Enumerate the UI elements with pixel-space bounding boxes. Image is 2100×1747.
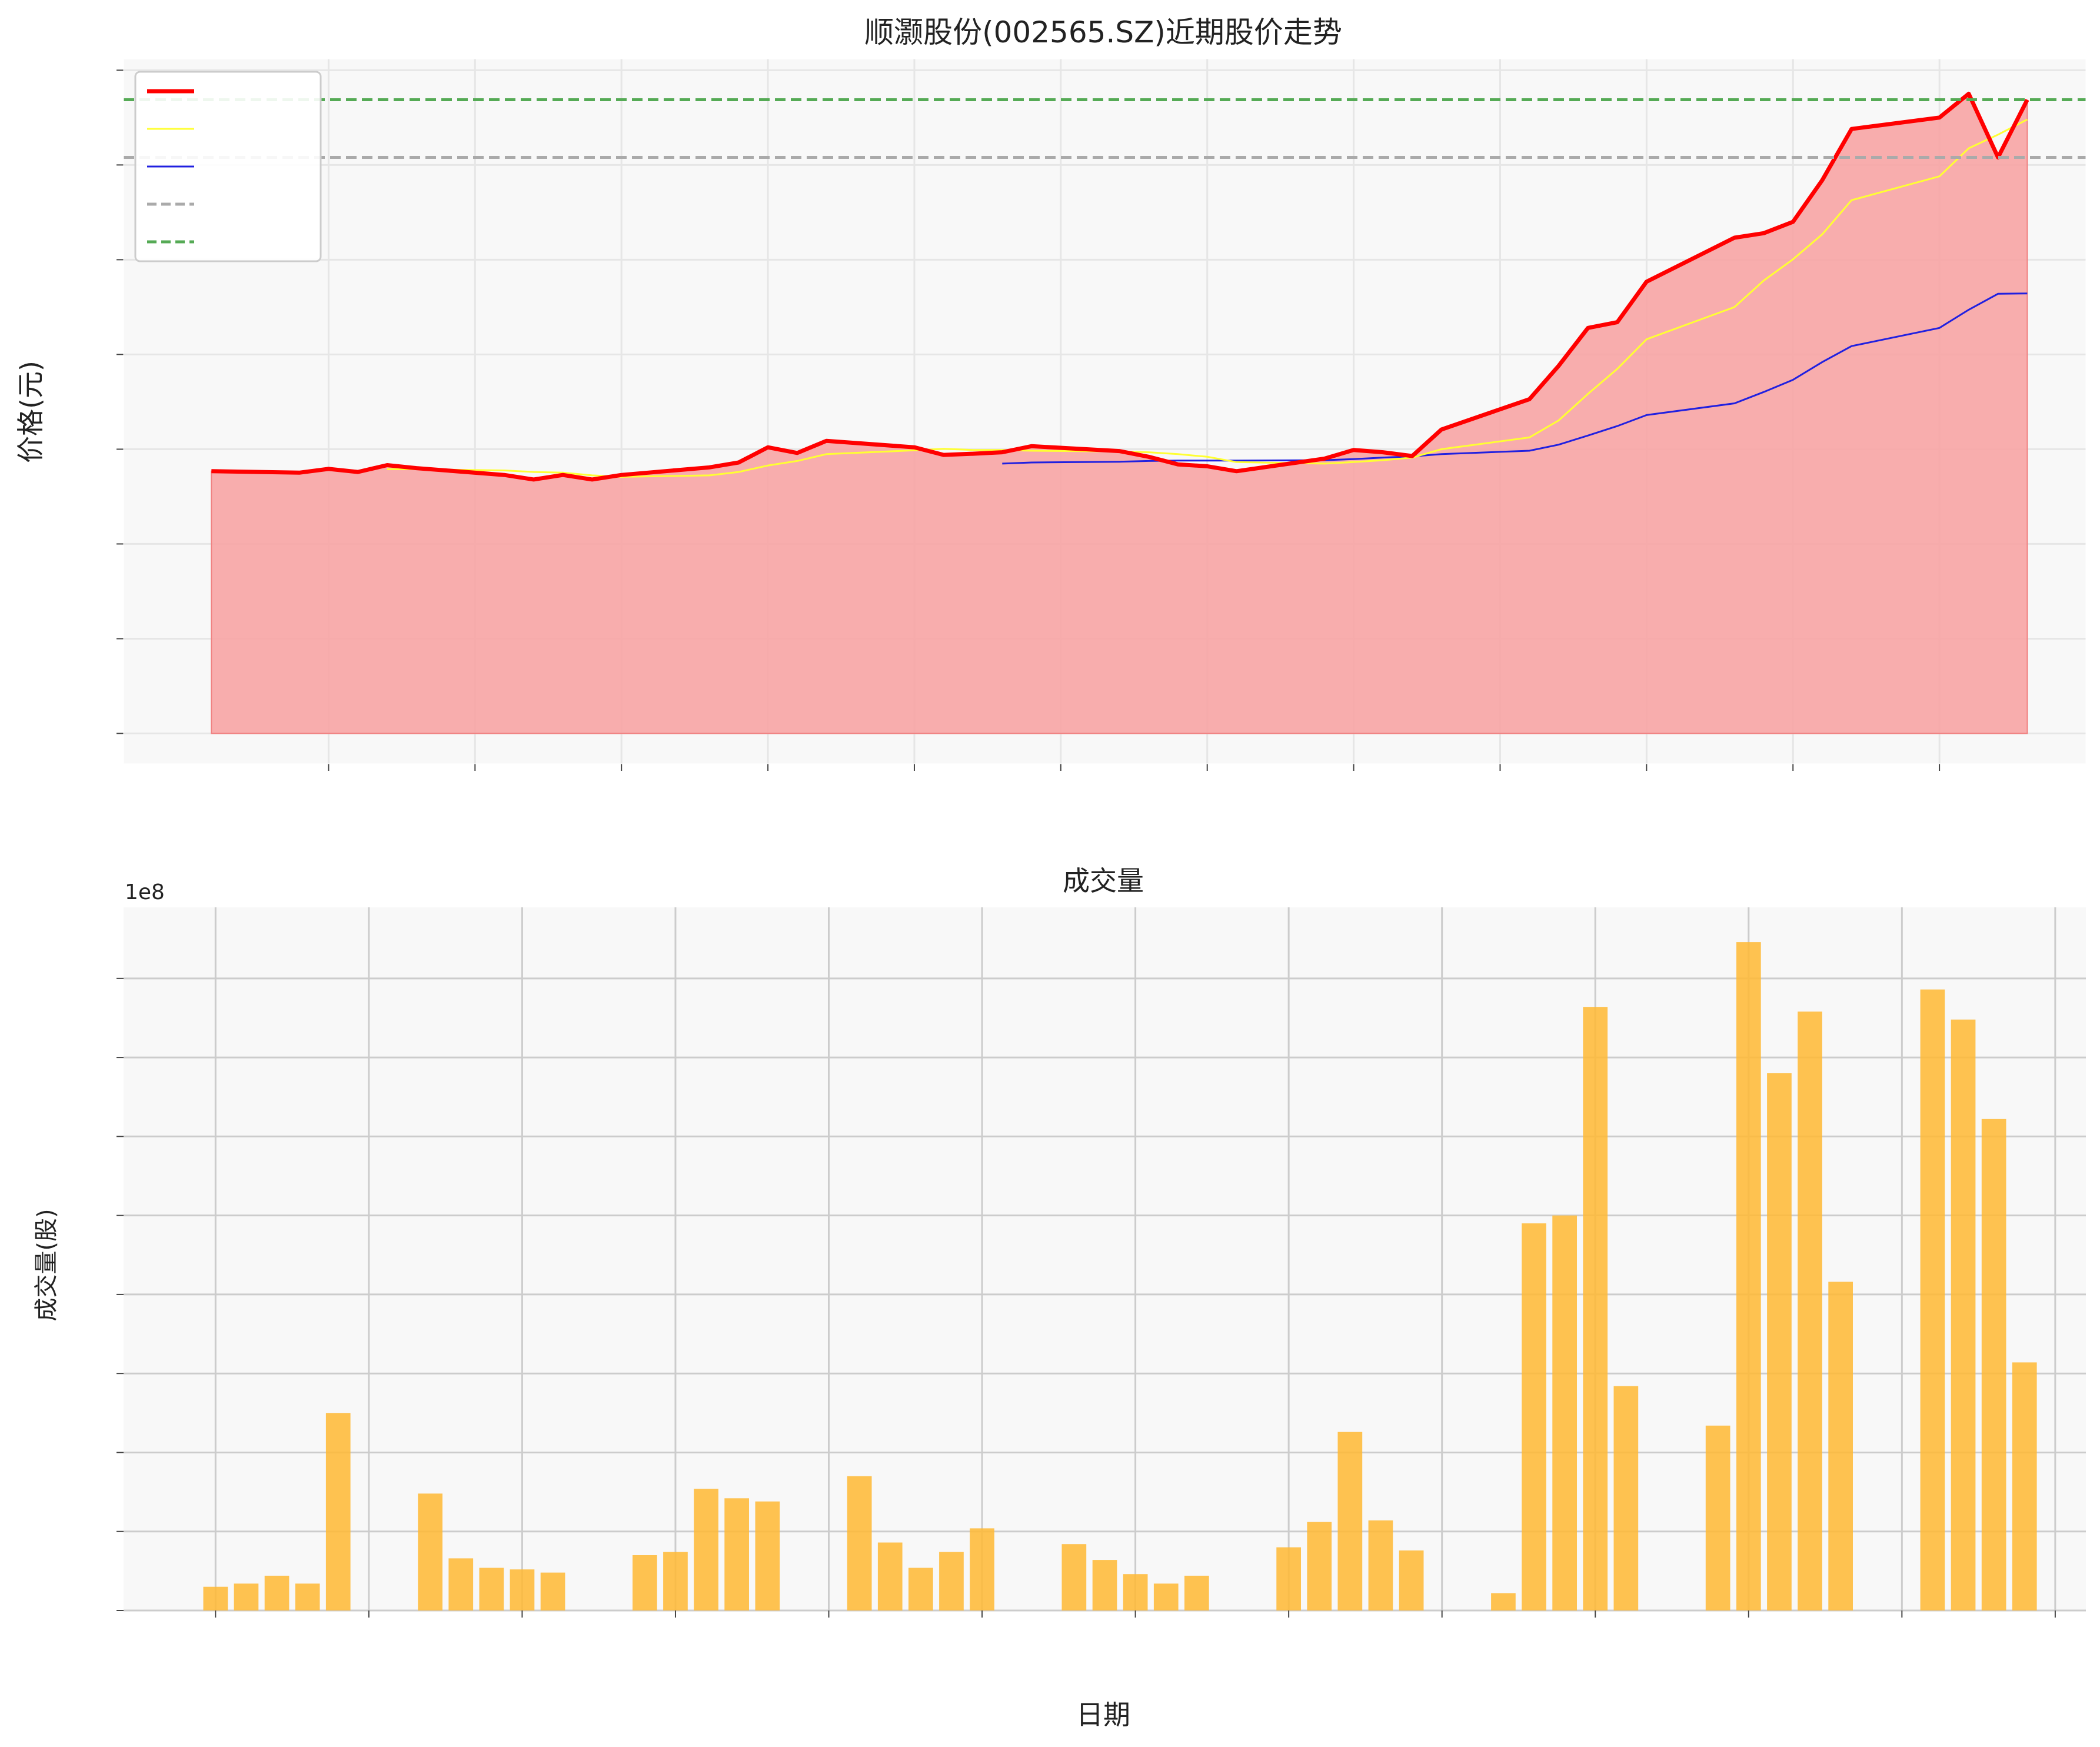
- volume-bar: [663, 1552, 688, 1610]
- volume-bar: [1522, 1223, 1546, 1610]
- volume-y-axis-label: 成交量(股): [33, 1209, 60, 1321]
- volume-bar: [1828, 1282, 1853, 1610]
- volume-x-axis-label: 日期: [1076, 1699, 1130, 1731]
- volume-bar: [1798, 1011, 1822, 1610]
- volume-bar: [939, 1552, 964, 1610]
- volume-bar: [1491, 1593, 1516, 1610]
- volume-bar: [1184, 1575, 1209, 1610]
- volume-bar: [264, 1575, 289, 1610]
- volume-bar: [1920, 989, 1945, 1610]
- volume-bar: [448, 1558, 474, 1610]
- volume-bar: [908, 1568, 933, 1610]
- volume-bar: [1092, 1560, 1117, 1610]
- ma5-line: [387, 118, 2028, 478]
- ma20-line: [1002, 292, 2028, 465]
- volume-bar: [1153, 1583, 1179, 1610]
- volume-bar: [479, 1568, 504, 1610]
- volume-bar: [1552, 1215, 1577, 1610]
- volume-bar: [1951, 1019, 1976, 1610]
- legend-box: [134, 71, 322, 262]
- volume-scale-label: 1e8: [125, 880, 165, 904]
- volume-bar: [847, 1476, 872, 1610]
- volume-bar: [418, 1493, 442, 1610]
- volume-bar: [877, 1542, 903, 1610]
- price-y-axis-label: 价格(元): [15, 361, 46, 463]
- volume-bar: [755, 1501, 780, 1610]
- volume-bar: [1583, 1007, 1608, 1610]
- volume-bar: [1276, 1547, 1301, 1610]
- price-legend: [134, 71, 322, 262]
- volume-bar: [1123, 1574, 1148, 1610]
- volume-bar: [1337, 1432, 1363, 1610]
- volume-bar: [1399, 1550, 1424, 1610]
- close-price-line: [211, 91, 2029, 482]
- volume-bar: [1981, 1119, 2006, 1610]
- volume-bar: [694, 1489, 718, 1610]
- volume-bar: [633, 1555, 657, 1610]
- volume-bar: [510, 1569, 535, 1610]
- volume-bar: [1613, 1386, 1639, 1610]
- volume-bar: [970, 1528, 994, 1610]
- price-panel: [117, 58, 2086, 771]
- volume-bar: [540, 1572, 565, 1610]
- volume-bar: [1061, 1544, 1087, 1610]
- price-frame: [123, 58, 2086, 764]
- volume-bar: [1368, 1520, 1393, 1610]
- volume-bar: [2012, 1362, 2037, 1610]
- price-chart-title: 顺灏股份(002565.SZ)近期股价走势: [864, 15, 1342, 49]
- volume-bar: [1767, 1073, 1792, 1610]
- volume-bar: [295, 1583, 320, 1610]
- volume-bar: [325, 1413, 351, 1610]
- volume-bar: [724, 1498, 749, 1610]
- volume-panel: [117, 907, 2086, 1618]
- volume-chart-title: 成交量: [1063, 865, 1144, 897]
- volume-bar: [1705, 1425, 1730, 1610]
- volume-bar: [1307, 1522, 1332, 1610]
- volume-bar: [234, 1583, 259, 1610]
- volume-bar: [203, 1586, 228, 1610]
- volume-bar: [1736, 942, 1761, 1610]
